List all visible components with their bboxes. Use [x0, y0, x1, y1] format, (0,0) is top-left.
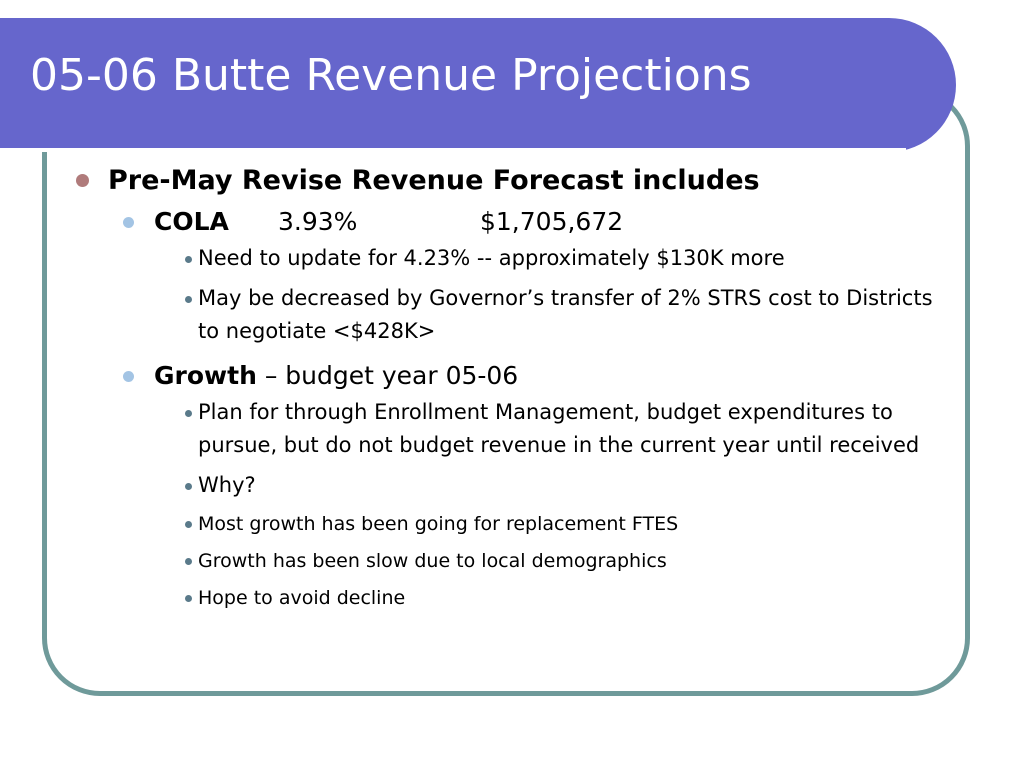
list-item-text: Hope to avoid decline: [198, 587, 406, 609]
list-item: Hope to avoid decline: [154, 583, 952, 613]
list-item: Most growth has been going for replaceme…: [154, 509, 952, 539]
slide-frame: [42, 88, 970, 696]
list-item-text: Plan for through Enrollment Management, …: [198, 400, 920, 457]
bullet-dot-icon: [185, 595, 192, 602]
bullet-list-level-1: Pre-May Revise Revenue Forecast includes…: [72, 162, 952, 613]
bullet-dot-icon: [123, 371, 134, 382]
growth-text: – budget year 05-06: [256, 361, 519, 390]
bullet-cola: COLA 3.93% $1,705,672 Need to update for 4…: [108, 204, 952, 348]
bullet-dot-icon: [185, 521, 192, 528]
bullet-list-level-2: COLA 3.93% $1,705,672 Need to update for 4…: [108, 204, 952, 613]
list-item: Plan for through Enrollment Management, …: [154, 396, 952, 462]
list-item-text: Most growth has been going for replaceme…: [198, 513, 679, 535]
title-underline: [0, 148, 906, 152]
cola-sub-list: Need to update for 4.23% -- approximatel…: [154, 242, 952, 348]
slide-title: 05-06 Butte Revenue Projections: [30, 50, 752, 101]
list-item: May be decreased by Governor’s transfer …: [154, 282, 952, 348]
list-item-text: Need to update for 4.23% -- approximatel…: [198, 246, 785, 270]
title-bar: [0, 18, 956, 152]
list-item: Why?: [154, 469, 952, 502]
bullet-dot-icon: [185, 256, 192, 263]
list-item-text: Growth has been slow due to local demogr…: [198, 550, 667, 572]
list-item: Growth has been slow due to local demogr…: [154, 546, 952, 576]
bullet-forecast: Pre-May Revise Revenue Forecast includes…: [72, 162, 952, 613]
bullet-growth: Growth – budget year 05-06 Plan for thro…: [108, 358, 952, 613]
bullet-dot-icon: [123, 217, 134, 228]
cola-label: COLA: [154, 207, 229, 236]
list-item: Need to update for 4.23% -- approximatel…: [154, 242, 952, 275]
cola-amount: $1,705,672: [480, 207, 624, 236]
growth-label: Growth: [154, 361, 257, 390]
growth-sub-list: Plan for through Enrollment Management, …: [154, 396, 952, 613]
list-item-text: Why?: [198, 473, 256, 497]
bullet-dot-icon: [76, 174, 89, 187]
bullet-dot-icon: [185, 483, 192, 490]
bullet-dot-icon: [185, 558, 192, 565]
list-item-text: May be decreased by Governor’s transfer …: [198, 286, 933, 343]
bullet-dot-icon: [185, 296, 192, 303]
bullet-forecast-text: Pre-May Revise Revenue Forecast includes: [108, 165, 760, 196]
slide-content: Pre-May Revise Revenue Forecast includes…: [72, 162, 952, 613]
bullet-dot-icon: [185, 410, 192, 417]
cola-percent: 3.93%: [278, 207, 358, 236]
